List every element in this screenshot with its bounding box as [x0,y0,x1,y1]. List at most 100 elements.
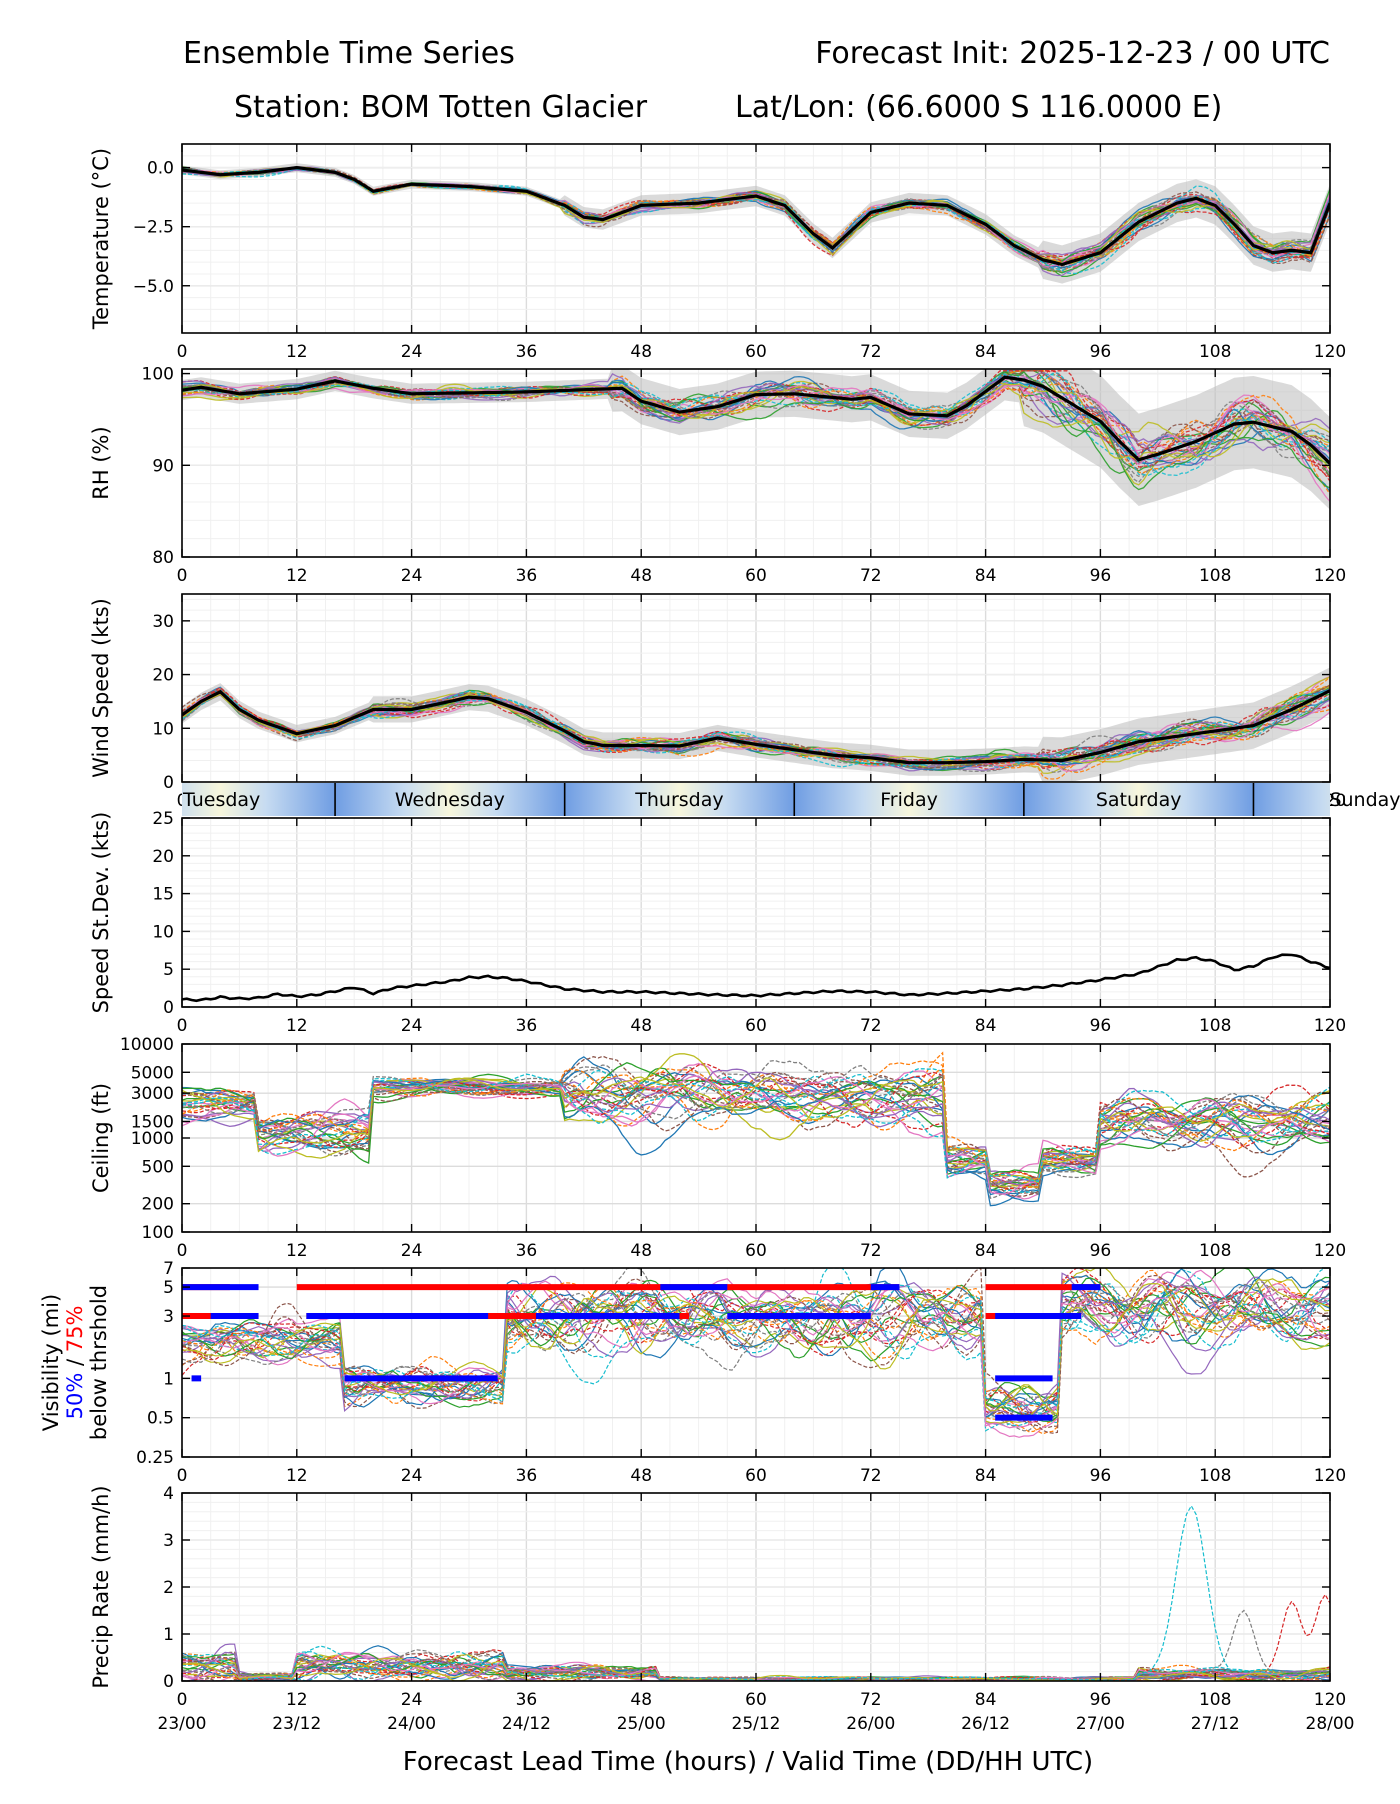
ceiling-xtick-label: 24 [401,1241,423,1261]
temperature-ytick-label: −5.0 [133,277,174,297]
temperature-xtick-label: 12 [286,342,308,362]
precip_rate-xtick-label: 72 [860,1690,882,1710]
rh-plot-area [182,369,1330,510]
rh-xtick-label: 24 [401,566,423,586]
precip_rate-ytick-label: 4 [163,1484,174,1504]
panel-rh: 80 90 100 0 12 24 36 48 60 72 84 96 108 120 RH (%) [89,365,1346,586]
speed_stdev-xtick-label: 48 [630,1016,652,1036]
day-label: Friday [880,789,938,811]
temperature-grid [181,143,1331,334]
ceiling-ylabel: Ceiling (ft) [89,1083,113,1193]
speed_stdev-ytick-label: 0 [163,998,174,1018]
day-segment [335,783,565,816]
visibility-member-line [182,1268,1330,1420]
rh-ylabel: RH (%) [89,426,113,499]
temperature-member-line [182,168,1330,271]
speed_stdev-xtick-label: 84 [975,1016,997,1036]
speed_stdev-ytick-label: 15 [152,885,174,905]
wind_speed-ytick-label: 10 [152,719,174,739]
temperature-xtick-label: 84 [975,342,997,362]
speed_stdev-ylabel: Speed St.Dev. (kts) [89,812,113,1014]
temperature-xtick-label: 72 [860,342,882,362]
visibility-xtick-label: 60 [745,1466,767,1486]
precip-member-line [182,1650,1330,1681]
ceiling-ytick-label: 1000 [131,1129,174,1149]
rh-xtick-label: 48 [630,566,652,586]
panel-temperature: 0.0 −2.5 −5.0 0 12 24 36 48 60 72 84 96 108 120 Temper… [89,143,1346,362]
rh-xtick-label: 0 [177,566,188,586]
rh-mean-line [182,375,1330,465]
temperature-member-line [182,166,1330,266]
precip_rate-xtick-label: 48 [630,1690,652,1710]
visibility-xtick-label: 36 [516,1466,538,1486]
ceiling-ytick-label: 5000 [131,1063,174,1083]
ceiling-xtick-label: 72 [860,1241,882,1261]
precip_rate-ytick-label: 2 [163,1578,174,1598]
visibility-ytick-label: 3 [163,1307,174,1327]
precip_rate-xtick-label: 84 [975,1690,997,1710]
rh-ytick-label: 80 [152,548,174,568]
ceiling-xtick-label: 36 [516,1241,538,1261]
precip_rate-xtick-label: 36 [516,1690,538,1710]
day-band: Tuesday Wednesday Thursday Friday Saturday Su… [182,783,1400,816]
rh-xtick-label: 12 [286,566,308,586]
precip_rate-xtick-label: 12 [286,1690,308,1710]
speed_stdev-xtick-label: 108 [1199,1016,1231,1036]
temperature-xtick-label: 60 [745,342,767,362]
precip_rate-ytick-label: 1 [163,1625,174,1645]
temperature-xtick-label: 36 [516,342,538,362]
wind_speed-plot-area [182,667,1330,782]
ceiling-member-line [182,1071,1330,1195]
speed_stdev-xtick-label: 0 [177,1016,188,1036]
rh-ytick-label: 100 [142,365,174,385]
title-left: Ensemble Time Series [183,36,515,71]
vis-50-label: 50% [63,1373,87,1420]
day-band-fill [182,783,1330,816]
temperature-member-line [182,166,1330,270]
valid-time-label: 25/00 [617,1714,666,1734]
wind_speed-ytick-label: 20 [152,666,174,686]
panel-visibility: 0.25 0.5 1 3 57 0 12 24 36 48 60 72 84 96 108 120 Visibi… [39,1259,1346,1486]
speed-stdev-line [182,953,1330,1003]
x-axis-title-group: Forecast Lead Time (hours) / Valid Time … [403,1747,1093,1777]
speed_stdev-xtick-label: 24 [401,1016,423,1036]
day-segment [182,783,336,816]
day-label: Sunday [1329,789,1400,811]
day-label: Tuesday [182,789,260,811]
valid-time-label: 25/12 [732,1714,781,1734]
visibility-xtick-label: 84 [975,1466,997,1486]
temperature-plot-area [182,163,1330,284]
vis-75-label: 75% [63,1306,87,1353]
rh-xtick-label: 84 [975,566,997,586]
valid-time-label: 23/00 [158,1714,207,1734]
valid-time-label: 26/12 [961,1714,1010,1734]
visibility-xtick-label: 24 [401,1466,423,1486]
day-label: Thursday [634,789,723,811]
precip_rate-xtick-label: 24 [401,1690,423,1710]
panel-precip_rate: 01234023/001223/122424/003624/124825/006… [89,1484,1355,1734]
wind_speed-member-line [182,684,1330,774]
precip_rate-xtick-label: 60 [745,1690,767,1710]
figure-header: Ensemble Time Series Forecast Init: 2025… [183,36,1330,125]
speed_stdev-xtick-label: 72 [860,1016,882,1036]
panels: 0.0−2.5−5.00 12 24 36 48 60 72 84 96 108 120Temper… [39,143,1355,1734]
wind_speed-mean-line [182,689,1330,765]
rh-xtick-label: 108 [1199,566,1231,586]
speed_stdev-xtick-label: 36 [516,1016,538,1036]
speed_stdev-xtick-label: 120 [1314,1016,1346,1036]
day-segment [1023,783,1254,816]
panel-wind_speed: 010203001224364860728496108120Wind Speed… [89,593,1346,811]
precip_rate-xtick-label: 108 [1199,1690,1231,1710]
wind_speed-ytick-label: 30 [152,612,174,632]
latlon-label: Lat/Lon: (66.6000 S 116.0000 E) [735,90,1222,125]
rh-xtick-label: 36 [516,566,538,586]
ceiling-ytick-label: 100 [142,1223,174,1243]
ceiling-plot-area [182,1051,1330,1207]
wind_speed-ytick-label: 0 [163,773,174,793]
temperature-ylabel: Temperature (°C) [89,148,113,330]
speed_stdev-xtick-label: 12 [286,1016,308,1036]
temperature-mean-line [182,165,1330,267]
precip_rate-ylabel: Precip Rate (mm/h) [89,1485,113,1688]
ceiling-xtick-label: 12 [286,1241,308,1261]
